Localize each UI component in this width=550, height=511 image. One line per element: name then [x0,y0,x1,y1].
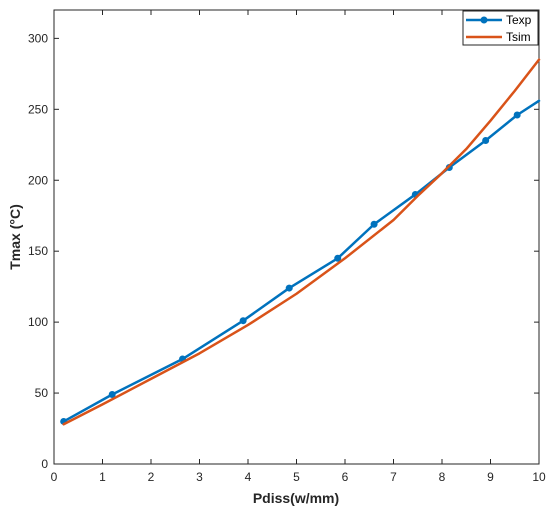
x-tick-label: 3 [196,470,203,484]
y-tick-label: 0 [41,457,48,471]
legend-tsim-label: Tsim [506,30,531,44]
series-texp-line [62,99,541,423]
legend-texp-label: Texp [506,13,532,27]
legend-box [462,10,539,46]
y-tick-label: 100 [28,315,48,329]
x-tick-label: 2 [148,470,155,484]
series-layer [60,58,541,426]
y-axis-title: Tmax (°C) [7,204,23,270]
x-tick-label: 7 [390,470,397,484]
legend-texp-marker [480,16,488,24]
x-tick-label: 5 [293,470,300,484]
x-tick-label: 4 [245,470,252,484]
series-texp-point [334,254,342,262]
y-tick-label: 50 [35,386,49,400]
y-tick-label: 300 [28,31,48,45]
series-texp-point [513,111,521,119]
series-tsim-line [62,58,541,426]
series-texp-point [482,137,490,145]
legend: Texp Tsim [462,10,539,46]
series-texp-point [108,390,116,398]
y-tick-label: 200 [28,173,48,187]
x-tick-label: 10 [532,470,546,484]
x-axis-title: Pdiss(w/mm) [253,490,339,506]
x-tick-label: 9 [487,470,494,484]
y-tick-label: 150 [28,244,48,258]
x-tick-label: 1 [99,470,106,484]
x-tick-label: 8 [439,470,446,484]
series-texp-point [370,220,378,228]
x-tick-label: 0 [51,470,58,484]
x-tick-label: 6 [342,470,349,484]
y-tick-label: 250 [28,102,48,116]
series-texp-point [239,317,247,325]
series-texp-point [285,284,293,292]
y-axis-ticks: 0 50 100 150 200 250 300 [28,31,539,471]
plot-area [53,9,540,465]
